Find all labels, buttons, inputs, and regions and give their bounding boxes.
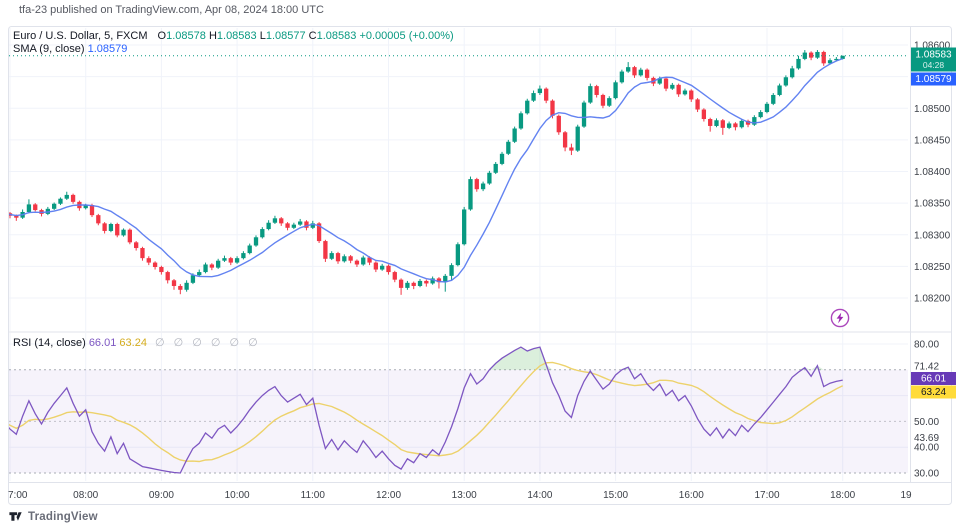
- svg-text:40.00: 40.00: [914, 443, 939, 454]
- svg-text:19: 19: [900, 490, 912, 501]
- price-scale[interactable]: [910, 27, 952, 482]
- change-value: +0.00005 (+0.00%): [359, 30, 454, 42]
- svg-text:1.08579: 1.08579: [915, 74, 952, 85]
- svg-text:1.08500: 1.08500: [914, 104, 951, 115]
- series-layer: [9, 50, 908, 474]
- axis-badges-layer: 1.0858304:28 1.08579 66.01 63.24: [911, 47, 956, 399]
- svg-text:63.24: 63.24: [921, 387, 946, 398]
- rsi-value: 66.01: [88, 337, 117, 349]
- svg-text:10:00: 10:00: [225, 490, 250, 501]
- svg-text:1.08300: 1.08300: [914, 230, 951, 241]
- svg-text:1.08583: 1.08583: [915, 50, 952, 61]
- rsi-ma-value: 63.24: [119, 337, 147, 349]
- low-value: 1.08577: [265, 30, 306, 42]
- tradingview-mark-icon: [9, 512, 22, 521]
- svg-text:1.08400: 1.08400: [914, 167, 951, 178]
- svg-text:50.00: 50.00: [914, 417, 939, 428]
- rsi-pane[interactable]: [9, 333, 908, 481]
- svg-text:1.08250: 1.08250: [914, 262, 951, 273]
- publish-note: tfa-23 published on TradingView.com, Apr…: [19, 4, 324, 16]
- svg-text:12:00: 12:00: [376, 490, 401, 501]
- svg-text:30.00: 30.00: [914, 469, 939, 480]
- svg-text:43.69: 43.69: [914, 433, 939, 444]
- main-price-pane[interactable]: [9, 28, 908, 332]
- rsi-disabled-inputs: ∅ ∅ ∅ ∅ ∅ ∅: [154, 337, 261, 349]
- rsi-legend[interactable]: RSI (14, close) 66.01 63.24 ∅ ∅ ∅ ∅ ∅ ∅: [13, 336, 261, 349]
- close-label: C: [308, 30, 317, 42]
- tradingview-brand-text: TradingView: [28, 510, 98, 523]
- rsi-label: RSI (14, close): [13, 337, 86, 349]
- symbol-title: Euro / U.S. Dollar, 5, FXCM: [13, 30, 148, 42]
- svg-text:08:00: 08:00: [73, 490, 98, 501]
- svg-text:04:28: 04:28: [923, 60, 945, 70]
- svg-text:1.08600: 1.08600: [914, 41, 951, 52]
- svg-text:17:00: 17:00: [754, 490, 779, 501]
- low-label: L: [259, 30, 266, 42]
- svg-text:13:00: 13:00: [452, 490, 477, 501]
- high-value: 1.08583: [216, 30, 257, 42]
- time-scale[interactable]: [9, 483, 908, 504]
- open-value: 1.08578: [166, 30, 206, 42]
- svg-text:14:00: 14:00: [527, 490, 552, 501]
- tradingview-logo[interactable]: TradingView: [8, 509, 98, 524]
- sma-label: SMA (9, close): [13, 43, 85, 55]
- svg-text:71.42: 71.42: [914, 362, 939, 373]
- svg-text:09:00: 09:00: [149, 490, 174, 501]
- svg-text:16:00: 16:00: [679, 490, 704, 501]
- svg-text:1.08200: 1.08200: [914, 294, 951, 305]
- lightning-icon: [830, 308, 850, 328]
- sma-legend[interactable]: SMA (9, close) 1.08579: [13, 43, 127, 55]
- symbol-legend[interactable]: Euro / U.S. Dollar, 5, FXCM O1.08578 H1.…: [13, 30, 454, 42]
- high-label: H: [208, 30, 217, 42]
- svg-text:66.01: 66.01: [921, 374, 946, 385]
- svg-text:18:00: 18:00: [830, 490, 855, 501]
- svg-text:1.08350: 1.08350: [914, 199, 951, 210]
- svg-text:11:00: 11:00: [301, 490, 326, 501]
- close-value: 1.08583: [316, 30, 357, 42]
- svg-text:15:00: 15:00: [603, 490, 628, 501]
- svg-text:7:00: 7:00: [8, 490, 28, 501]
- open-label: O: [157, 30, 167, 42]
- svg-text:80.00: 80.00: [914, 340, 939, 351]
- sma-value: 1.08579: [87, 43, 128, 55]
- boost-button[interactable]: [829, 307, 851, 329]
- svg-text:1.08450: 1.08450: [914, 135, 951, 146]
